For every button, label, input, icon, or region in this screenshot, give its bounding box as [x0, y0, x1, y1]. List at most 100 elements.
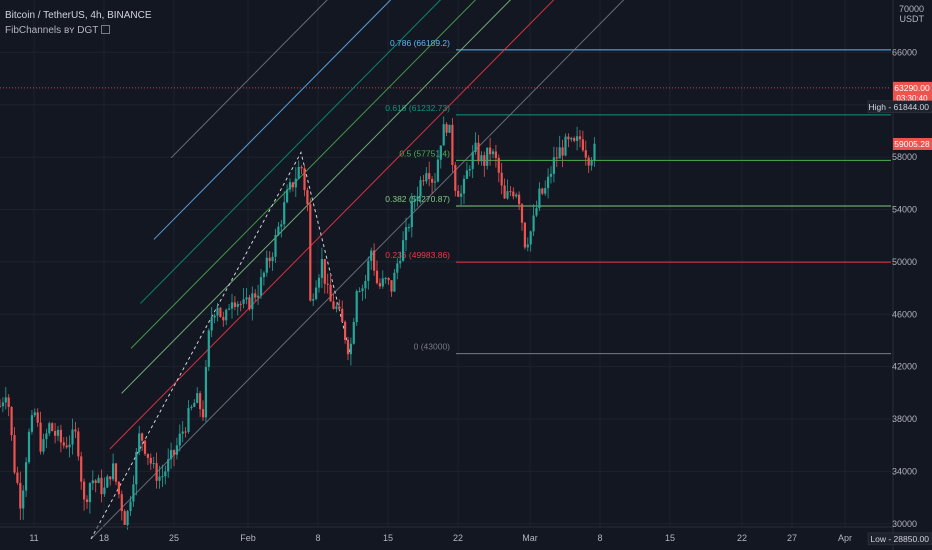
price-tick-label: 66000 — [892, 47, 917, 57]
price-tick-label: 54000 — [892, 205, 917, 215]
candle-body — [578, 136, 582, 140]
candle-body — [480, 155, 483, 162]
candle-body — [230, 302, 234, 309]
candle-body — [393, 272, 396, 292]
candle-body — [329, 284, 332, 302]
alert-price-tag — [893, 81, 932, 104]
time-tick-label: 27 — [787, 533, 797, 543]
candle-body — [593, 143, 596, 161]
candle-body — [22, 490, 25, 509]
indicator-settings-icon[interactable] — [101, 25, 111, 34]
candle-body — [535, 208, 538, 216]
candle-body — [315, 287, 318, 300]
high-price-text: High - 61844.00 — [869, 102, 930, 112]
candle-body — [364, 280, 367, 289]
candle-body — [120, 494, 123, 512]
candle-body — [515, 194, 518, 197]
time-axis: 11 18 25 Feb 8 15 22 Mar 8 15 22 27 Apr — [0, 526, 893, 543]
candle-body — [48, 423, 51, 434]
candle-body — [486, 147, 489, 166]
candle-body — [85, 499, 89, 502]
candle-body — [25, 462, 28, 491]
candle-body — [573, 137, 576, 141]
candle-body — [184, 431, 187, 433]
candle-body — [375, 270, 379, 284]
candle-body — [344, 321, 347, 340]
candle-body — [544, 188, 547, 194]
candle-body — [509, 191, 512, 193]
axis-unit-label: 70000 USDT — [899, 4, 924, 24]
candle-body — [312, 299, 315, 301]
candle-body — [103, 487, 106, 495]
time-tick-label: 18 — [99, 533, 109, 543]
candle-body — [384, 278, 387, 280]
candle-body — [114, 463, 118, 482]
candle-body — [373, 250, 376, 271]
candle-body — [257, 295, 260, 298]
candle-body — [33, 412, 36, 416]
fib-level-label: 0.236 (49983.86) — [385, 250, 450, 260]
fib-channel-line — [153, 0, 392, 240]
candle-body — [436, 159, 439, 182]
candle-body — [143, 440, 147, 454]
candle-body — [210, 317, 213, 331]
candle-body — [222, 317, 225, 321]
candle-body — [135, 451, 138, 485]
candle-body — [567, 136, 570, 140]
candle-body — [207, 330, 210, 368]
candle-body — [570, 137, 573, 140]
price-tick-label: 34000 — [892, 466, 917, 476]
candle-body — [97, 477, 100, 483]
candle-body — [402, 240, 405, 261]
indicator-title[interactable]: FibChannels ʙʏ DGT — [5, 23, 152, 38]
candle-body — [204, 367, 207, 418]
fib-level-label: 0 (43000) — [414, 342, 451, 352]
candle-body — [320, 259, 323, 278]
candle-body — [410, 201, 413, 228]
time-tick-label: 22 — [453, 533, 463, 543]
candle-body — [132, 484, 135, 502]
candle-body — [489, 147, 492, 155]
candle-body — [422, 180, 425, 182]
candle-body — [129, 501, 132, 512]
candle-body — [4, 397, 7, 403]
candle-body — [7, 397, 10, 408]
candle-body — [428, 173, 431, 179]
candles — [0, 116, 596, 530]
candle-body — [68, 444, 71, 448]
candle-body — [239, 303, 242, 305]
candle-body — [552, 157, 555, 174]
candle-body — [13, 435, 16, 473]
candle-body — [587, 157, 590, 166]
candle-body — [332, 301, 335, 309]
candle-body — [19, 482, 22, 509]
candle-body — [338, 306, 341, 309]
candle-body — [251, 293, 254, 310]
price-tick-label: 46000 — [892, 309, 917, 319]
candle-body — [381, 278, 384, 287]
candle-body — [146, 453, 149, 458]
candle-body — [233, 302, 236, 307]
candle-body — [161, 476, 164, 478]
time-tick-label: 11 — [29, 533, 38, 543]
candle-body — [155, 463, 158, 481]
candle-body — [506, 191, 509, 199]
candle-body — [518, 194, 521, 205]
candle-body — [181, 431, 184, 434]
time-tick-label: 25 — [169, 533, 179, 543]
candle-body — [309, 204, 312, 301]
candle-body — [271, 256, 274, 262]
candle-body — [451, 124, 454, 165]
price-tick-label: 58000 — [892, 152, 917, 162]
candle-body — [457, 190, 460, 197]
time-tick-label: 8 — [315, 533, 320, 543]
candle-body — [152, 463, 155, 465]
candle-body — [196, 393, 199, 403]
price-tick-label: 38000 — [892, 414, 917, 424]
candle-body — [526, 244, 529, 248]
candle-body — [16, 472, 19, 483]
indicator-author: ʙʏ DGT — [63, 25, 99, 36]
candle-body — [126, 511, 129, 525]
